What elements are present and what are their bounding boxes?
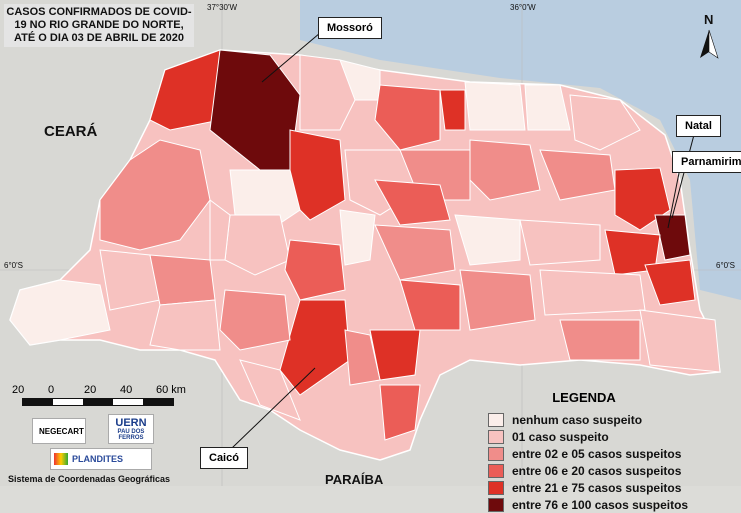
legend-swatch (488, 497, 504, 512)
scale-bar-segments (22, 398, 174, 406)
logo-uern-sub: PAU DOS FERROS (117, 429, 145, 441)
legend-swatch (488, 480, 504, 495)
municipality[interactable] (149, 254, 216, 306)
coord-lat-right: 6°0'S (716, 261, 735, 270)
legend-label: nenhum caso suspeito (512, 412, 643, 427)
municipality[interactable] (639, 309, 721, 373)
callout-mossoro: Mossoró (318, 17, 382, 39)
municipality[interactable] (454, 214, 521, 266)
municipality[interactable] (374, 224, 456, 281)
logo-negecart-text: NEGECART (39, 426, 84, 436)
logo-uern-text: UERN (115, 417, 147, 429)
legend-title: LEGENDA (552, 390, 616, 405)
callout-caico: Caicó (200, 447, 248, 469)
leader-line-parnamirim (667, 167, 681, 229)
municipality[interactable] (399, 279, 461, 331)
municipality[interactable] (539, 269, 646, 316)
municipalities (9, 49, 721, 441)
legend-label: entre 21 e 75 casos suspeitos (512, 480, 682, 495)
legend-item: entre 76 e 100 casos suspeitos (488, 496, 740, 513)
legend-swatch (488, 463, 504, 478)
municipality[interactable] (374, 179, 451, 226)
scale-label: 20 (12, 384, 25, 396)
municipality[interactable] (284, 239, 346, 301)
legend-item: 01 caso suspeito (488, 428, 740, 445)
municipality[interactable] (569, 94, 641, 151)
municipality[interactable] (339, 209, 376, 266)
municipality[interactable] (524, 84, 571, 131)
leader-line-natal (671, 130, 696, 219)
municipality[interactable] (559, 319, 641, 361)
coord-lat-left: 6°0'S (4, 261, 23, 270)
legend-item: entre 02 e 05 casos suspeitos (488, 445, 740, 462)
municipality[interactable] (439, 89, 466, 131)
map-title: CASOS CONFIRMADOS DE COVID-19 NO RIO GRA… (4, 4, 194, 47)
logo-uern: UERN PAU DOS FERROS (108, 414, 154, 444)
leader-line-caico (231, 367, 316, 449)
municipality[interactable] (9, 279, 111, 346)
scale-bar: 20 0 20 40 60 km (10, 384, 200, 406)
plandites-icon (54, 453, 68, 465)
municipality[interactable] (459, 269, 536, 331)
municipality[interactable] (464, 81, 526, 131)
scale-label: 0 (48, 384, 55, 396)
municipality-natal[interactable] (654, 214, 691, 261)
footer-crs: Sistema de Coordenadas Geográficas (8, 474, 171, 484)
label-ceara: CEARÁ (44, 123, 98, 140)
legend-item: entre 21 e 75 casos suspeitos (488, 479, 740, 496)
legend-label: entre 06 e 20 casos suspeitos (512, 463, 682, 478)
legend-label: 01 caso suspeito (512, 429, 609, 444)
municipality[interactable] (344, 329, 381, 386)
legend-item: nenhum caso suspeito (488, 411, 740, 428)
scale-labels: 20 0 20 40 60 km (10, 384, 200, 398)
callout-parnamirim: Parnamirim (672, 151, 741, 173)
scale-label: 60 km (156, 384, 186, 396)
legend-label: entre 02 e 05 casos suspeitos (512, 446, 682, 461)
legend-swatch (488, 429, 504, 444)
logo-plandites: PLANDITES (50, 448, 152, 470)
legend-label: entre 76 e 100 casos suspeitos (512, 497, 689, 512)
legend-item: entre 06 e 20 casos suspeitos (488, 462, 740, 479)
municipality[interactable] (519, 219, 601, 266)
legend-swatch (488, 446, 504, 461)
coord-lon-2: 36°0'W (510, 3, 536, 12)
callout-natal: Natal (676, 115, 721, 137)
leader-line-mossoro (261, 32, 321, 83)
coord-lon-1: 37°30'W (207, 3, 238, 12)
scale-label: 20 (84, 384, 97, 396)
sea (300, 0, 741, 300)
municipality[interactable] (239, 359, 301, 421)
municipality-caico[interactable] (279, 299, 351, 396)
svg-text:N: N (704, 12, 713, 27)
municipality[interactable] (149, 299, 221, 351)
legend-swatch (488, 412, 504, 427)
label-paraiba: PARAÍBA (325, 472, 384, 486)
scale-label: 40 (120, 384, 133, 396)
logo-negecart: NEGECART (32, 418, 86, 444)
municipality[interactable] (149, 49, 221, 131)
municipality[interactable] (209, 199, 231, 261)
municipality[interactable] (644, 259, 696, 306)
logo-plandites-text: PLANDITES (72, 454, 124, 464)
map-canvas: CEARÁ PARAÍBA 37°30'W 36°0'W 6°0'S 6°0'S… (0, 0, 741, 486)
municipality[interactable] (379, 384, 421, 441)
north-arrow-icon: N (700, 12, 719, 59)
municipality[interactable] (219, 289, 291, 351)
legend: LEGENDA nenhum caso suspeito 01 caso susp… (488, 390, 740, 513)
municipality[interactable] (374, 84, 441, 151)
municipality[interactable] (469, 139, 541, 201)
